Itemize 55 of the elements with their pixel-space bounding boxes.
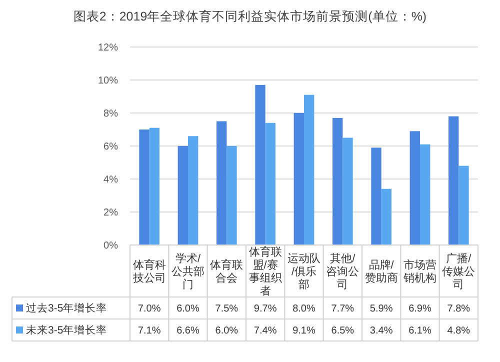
legend-label: 过去3-5年增长率 (26, 302, 108, 315)
y-tick-label: 6% (104, 142, 118, 152)
bar (216, 121, 227, 245)
data-label: 3.4% (370, 326, 393, 336)
y-tick-label: 12% (98, 42, 118, 54)
x-tick-label: 其他/咨询公司 (326, 252, 360, 291)
bar (458, 166, 469, 245)
data-label: 9.7% (254, 304, 277, 314)
x-tick-label: 体育联盟/赛事组织者 (248, 245, 282, 298)
data-label: 7.1% (138, 326, 161, 336)
bar (226, 146, 237, 245)
bar (381, 188, 392, 245)
bar (304, 94, 314, 245)
data-label: 4.8% (447, 326, 470, 336)
data-label: 7.5% (215, 304, 238, 314)
x-tick-label: 学术/公共部门 (172, 252, 204, 291)
y-tick-label: 10% (98, 76, 118, 86)
bar (371, 148, 382, 245)
data-label: 6.0% (176, 304, 200, 314)
data-label: 6.5% (331, 326, 354, 336)
data-label: 6.9% (408, 304, 432, 314)
x-tick-label: 体育科技公司 (132, 258, 166, 284)
bar (188, 136, 198, 245)
x-tick-label: 运动队/俱乐部 (288, 252, 320, 291)
bar (294, 113, 304, 245)
x-tick-label: 市场营销机构 (402, 258, 436, 284)
legend-label: 未来3-5年增长率 (26, 324, 108, 337)
bar (332, 118, 343, 245)
x-tick-label: 品牌/赞助商 (364, 259, 398, 284)
bar (420, 144, 430, 245)
data-label: 7.8% (447, 304, 470, 314)
data-label: 6.1% (408, 326, 432, 336)
y-tick-label: 2% (104, 208, 118, 218)
bar (255, 84, 266, 245)
x-tick-label: 广播/传媒公司 (442, 252, 476, 291)
bar (149, 128, 160, 245)
bar (448, 116, 459, 245)
bar (139, 130, 150, 245)
data-label: 6.6% (176, 326, 200, 336)
data-label: 6.0% (215, 326, 238, 336)
bar (265, 122, 276, 245)
data-label: 5.9% (370, 304, 393, 314)
bar (410, 131, 420, 245)
data-label: 7.4% (254, 326, 277, 336)
data-label: 7.0% (138, 304, 161, 314)
y-tick-label: 4% (104, 174, 118, 186)
y-tick-label: 8% (104, 108, 118, 120)
data-label: 8.0% (292, 304, 316, 314)
bar (342, 138, 353, 245)
y-tick-label: 0% (104, 240, 118, 252)
bar (178, 146, 188, 245)
data-label: 7.7% (331, 304, 354, 314)
chart-title: 图表2：2019年全球体育不同利益实体市场前景预测(单位：%) (73, 8, 427, 24)
data-label: 9.1% (292, 326, 316, 336)
x-tick-label: 体育联合会 (210, 258, 244, 284)
